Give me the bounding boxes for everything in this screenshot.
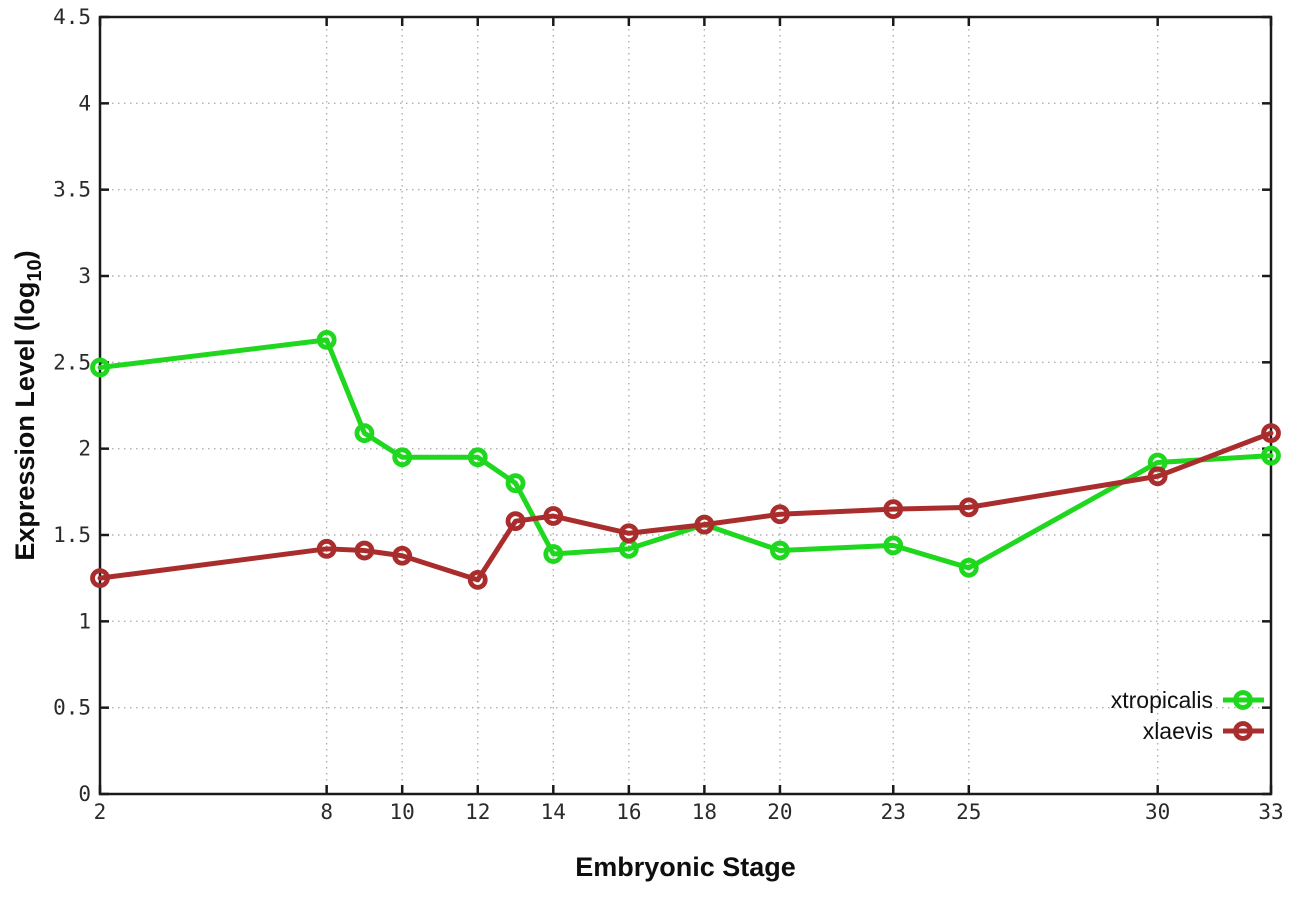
x-tick-label: 14 [541, 800, 566, 824]
y-tick-label: 3 [78, 264, 91, 288]
data-point-xlaevis [958, 497, 979, 518]
data-point-xlaevis [392, 545, 413, 566]
data-point-xtropicalis [958, 557, 979, 578]
data-point-xtropicalis [883, 535, 904, 556]
y-tick-label: 0.5 [53, 696, 91, 720]
legend-label-xtropicalis: xtropicalis [1111, 687, 1213, 713]
data-point-xtropicalis [90, 357, 110, 378]
data-point-xtropicalis [770, 540, 790, 561]
data-point-xtropicalis [1261, 445, 1281, 466]
data-point-xtropicalis [316, 329, 337, 350]
x-tick-label: 10 [390, 800, 415, 824]
x-tick-label: 30 [1145, 800, 1170, 824]
y-tick-label: 2 [78, 437, 91, 461]
data-point-xlaevis [618, 523, 639, 544]
y-tick-label: 0 [78, 782, 91, 806]
plot-border [98, 15, 1273, 796]
data-point-xlaevis [883, 499, 904, 520]
data-point-xlaevis [467, 569, 488, 590]
data-point-xlaevis [316, 538, 337, 559]
data-point-xlaevis [354, 540, 375, 561]
data-point-xlaevis [770, 504, 790, 525]
y-tick-label: 4.5 [53, 5, 91, 29]
data-point-xlaevis [90, 568, 110, 589]
data-point-xtropicalis [392, 447, 413, 468]
x-axis-label: Embryonic Stage [575, 852, 796, 882]
x-tick-label: 25 [956, 800, 981, 824]
series-line-xtropicalis [97, 337, 1274, 571]
data-point-xtropicalis [505, 473, 526, 494]
x-tick-label: 2 [94, 800, 107, 824]
data-point-xtropicalis [354, 423, 375, 444]
x-tick-label: 18 [692, 800, 717, 824]
legend-label-xlaevis: xlaevis [1143, 718, 1213, 744]
y-axis-label: Expression Level (log10) [10, 250, 46, 560]
x-tick-label: 20 [767, 800, 792, 824]
x-tick-label: 23 [881, 800, 906, 824]
legend-marker-xlaevis [1233, 721, 1253, 741]
data-point-xtropicalis [543, 544, 564, 564]
y-tick-label: 1 [78, 609, 91, 633]
x-tick-label: 33 [1258, 800, 1283, 824]
data-point-xlaevis [543, 506, 564, 526]
y-tick-label: 2.5 [53, 350, 91, 374]
data-point-xlaevis [1147, 466, 1168, 487]
x-tick-label: 16 [616, 800, 641, 824]
y-tick-label: 4 [78, 91, 91, 115]
data-point-xlaevis [505, 511, 526, 532]
legend-marker-xtropicalis [1233, 690, 1253, 710]
data-point-xlaevis [694, 514, 715, 535]
legend: xtropicalis xlaevis [1111, 687, 1264, 744]
y-tick-label: 1.5 [53, 523, 91, 547]
series-line-xlaevis [97, 430, 1274, 583]
data-point-xtropicalis [467, 447, 488, 468]
x-tick-label: 12 [465, 800, 490, 824]
data-point-xlaevis [1261, 423, 1281, 444]
x-tick-label: 8 [320, 800, 333, 824]
y-tick-label: 3.5 [53, 178, 91, 202]
